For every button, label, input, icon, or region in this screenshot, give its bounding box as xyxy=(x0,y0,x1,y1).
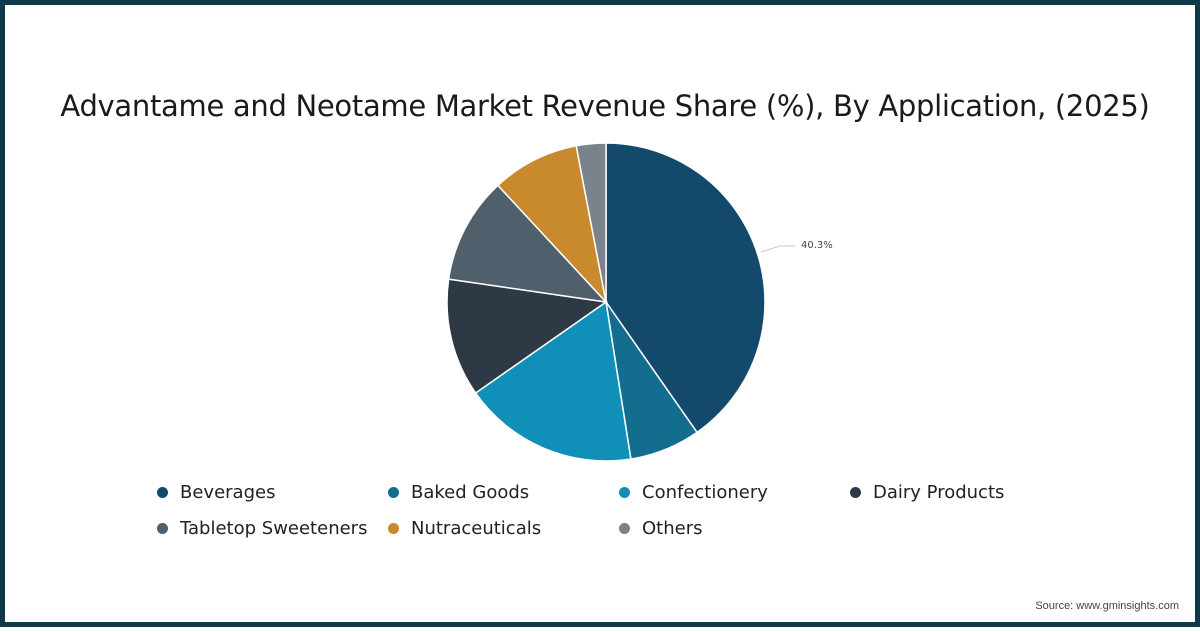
legend-item-confectionery[interactable]: Confectionery xyxy=(619,481,850,504)
legend-item-dairy-products[interactable]: Dairy Products xyxy=(850,481,1081,504)
legend-dot-icon xyxy=(157,523,168,534)
legend-dot-icon xyxy=(850,487,861,498)
legend-dot-icon xyxy=(388,523,399,534)
legend-label: Baked Goods xyxy=(411,482,530,503)
legend-dot-icon xyxy=(619,487,630,498)
legend-item-beverages[interactable]: Beverages xyxy=(157,481,388,504)
pie-slice-nutraceuticals[interactable] xyxy=(496,144,608,305)
pie-slice-others[interactable] xyxy=(575,142,607,303)
legend: Beverages Baked Goods Confectionery Dairy P… xyxy=(157,481,1057,540)
legend-item-others[interactable]: Others xyxy=(619,517,850,540)
legend-dot-icon xyxy=(388,487,399,498)
legend-label: Nutraceuticals xyxy=(411,518,542,539)
pie-svg xyxy=(446,142,795,462)
legend-item-baked-goods[interactable]: Baked Goods xyxy=(388,481,619,504)
source-credit: Source: www.gminsights.com xyxy=(1035,600,1179,612)
pie-slice-dairy-products[interactable] xyxy=(446,278,608,395)
legend-label: Confectionery xyxy=(642,482,768,503)
legend-dot-icon xyxy=(157,487,168,498)
pie-slice-tabletop-sweeteners[interactable] xyxy=(447,184,608,304)
legend-item-tabletop-sweeteners[interactable]: Tabletop Sweeteners xyxy=(157,517,388,540)
pie-slice-beverages[interactable] xyxy=(605,142,766,434)
legend-label: Dairy Products xyxy=(873,482,1005,503)
pie-chart: 40.3% xyxy=(5,5,1200,632)
legend-label: Others xyxy=(642,518,703,539)
legend-label: Tabletop Sweeteners xyxy=(180,518,368,539)
pie-slice-confectionery[interactable] xyxy=(474,300,632,462)
legend-label: Beverages xyxy=(180,482,276,503)
data-label-leader-line xyxy=(760,245,795,253)
legend-item-nutraceuticals[interactable]: Nutraceuticals xyxy=(388,517,619,540)
chart-title: Advantame and Neotame Market Revenue Sha… xyxy=(60,89,1150,123)
beverages-data-label: 40.3% xyxy=(801,240,833,251)
legend-dot-icon xyxy=(619,523,630,534)
